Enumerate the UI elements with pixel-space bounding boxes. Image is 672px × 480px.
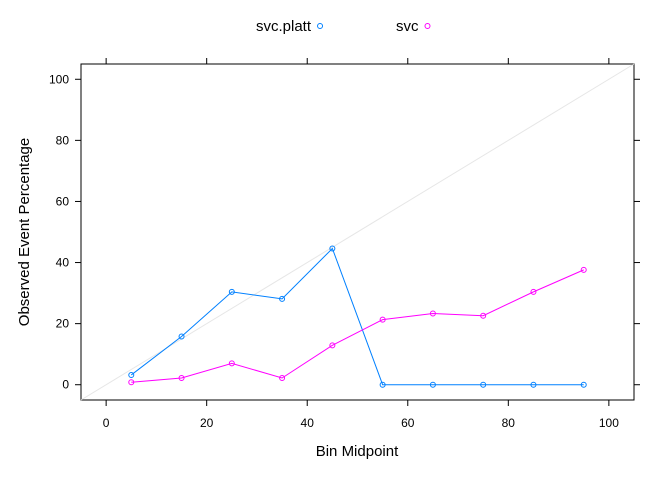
- data-point: [429, 381, 436, 388]
- x-tick-label: 20: [200, 416, 214, 430]
- plot-panel: [80, 63, 635, 401]
- x-tick-label: 100: [599, 416, 619, 430]
- y-tick-label: 80: [56, 133, 70, 147]
- data-point: [228, 288, 235, 295]
- data-point: [480, 312, 487, 319]
- x-tick-label: 60: [401, 416, 415, 430]
- reference-diagonal: [80, 63, 635, 401]
- data-point: [279, 375, 286, 382]
- legend-marker: [424, 23, 431, 29]
- data-point: [128, 379, 135, 386]
- series-line-svc-platt: [130, 247, 584, 386]
- x-tick-label: 40: [301, 416, 315, 430]
- legend-label-svc-platt: svc.platt: [256, 18, 312, 35]
- y-tick-label: 60: [56, 194, 70, 208]
- data-point: [178, 333, 185, 340]
- data-point: [480, 381, 487, 388]
- series-line-svc: [131, 269, 584, 383]
- legend: svc.platt svc: [256, 18, 431, 35]
- data-point: [580, 266, 587, 273]
- series-layer: [128, 245, 587, 388]
- y-tick-label: 0: [62, 378, 69, 392]
- data-point: [329, 342, 336, 349]
- x-tick-label: 0: [103, 416, 110, 430]
- data-point: [379, 381, 386, 388]
- legend-marker: [317, 23, 324, 29]
- reference-line-layer: [80, 63, 635, 401]
- y-axis-title: Observed Event Percentage: [16, 138, 33, 326]
- data-point: [128, 371, 135, 378]
- series-svc-platt: [128, 245, 587, 388]
- y-tick-label: 100: [49, 72, 69, 86]
- data-point: [429, 310, 436, 317]
- data-point: [530, 288, 537, 295]
- y-tick-label: 20: [56, 317, 70, 331]
- x-axis-title: Bin Midpoint: [316, 443, 399, 460]
- data-point: [329, 245, 336, 252]
- x-tick-label: 80: [502, 416, 516, 430]
- legend-label-svc: svc: [396, 18, 419, 35]
- data-point: [228, 360, 235, 367]
- data-point: [178, 375, 185, 382]
- series-svc: [128, 266, 587, 386]
- data-point: [580, 381, 587, 388]
- data-point: [530, 381, 537, 388]
- data-point: [279, 295, 286, 302]
- axis-ticks: 0 20 40 60 80 100 0 20 40 60 80 100: [49, 58, 640, 430]
- data-point: [379, 316, 386, 323]
- y-tick-label: 40: [56, 256, 70, 270]
